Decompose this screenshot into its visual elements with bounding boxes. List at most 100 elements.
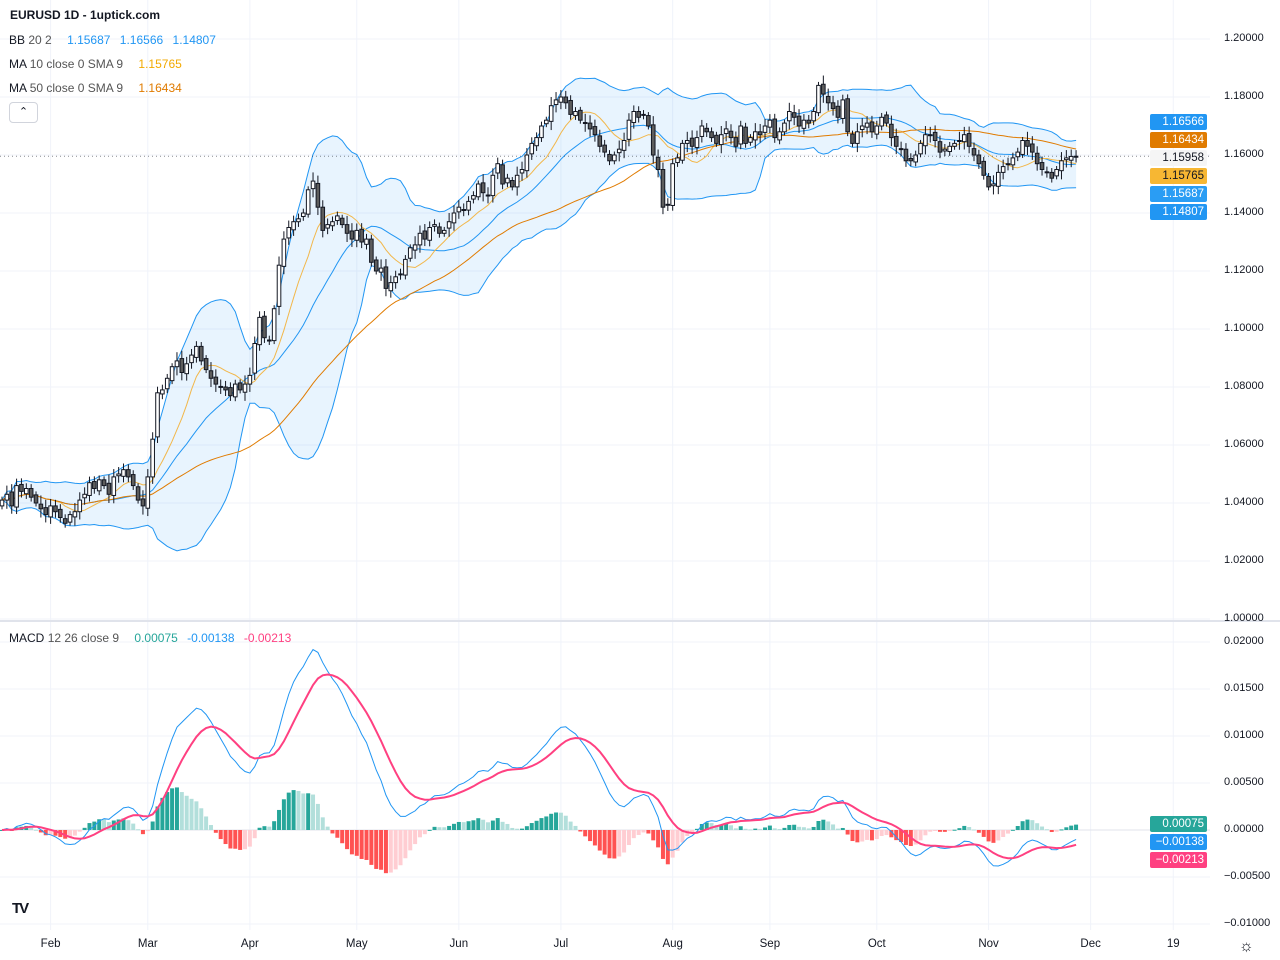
candle-body [680, 142, 685, 161]
macd-axis-label: 0.01500 [1224, 682, 1264, 694]
candle [301, 208, 306, 221]
candle [1005, 157, 1011, 171]
legend-bb[interactable]: BB 20 2 1.15687 1.16566 1.14807 [9, 33, 216, 47]
candle [4, 485, 10, 509]
candle-body [213, 376, 219, 385]
candle-body [24, 488, 29, 495]
macd-histogram-bar [204, 816, 209, 830]
candle [689, 130, 695, 155]
macd-histogram-bar [554, 812, 559, 830]
macd-histogram-bar [1015, 826, 1020, 830]
legend-macd[interactable]: MACD 12 26 close 9 0.00075 -0.00138 -0.0… [9, 631, 291, 645]
candle-body [1054, 169, 1059, 177]
price-tag: 1.15687 [1150, 186, 1207, 202]
macd-histogram-bar [184, 795, 189, 830]
ma50-line [1, 128, 1077, 506]
macd-histogram-bar [583, 830, 588, 837]
candle [0, 496, 5, 510]
candle [417, 225, 423, 253]
candle [855, 123, 860, 153]
candle-body [48, 505, 53, 518]
candle-body [480, 182, 486, 194]
legend-ma50[interactable]: MA 50 close 0 SMA 9 1.16434 [9, 81, 182, 95]
candle-body [602, 144, 607, 153]
candle-body [242, 383, 248, 393]
candle-body [777, 131, 782, 141]
candle [466, 196, 471, 216]
candle-body [432, 224, 437, 227]
candle-body [524, 154, 530, 172]
candle [840, 94, 846, 124]
candle [510, 177, 515, 191]
tradingview-logo[interactable]: TV [12, 900, 29, 917]
candle [305, 186, 311, 218]
candle [330, 216, 335, 231]
time-axis-label: Apr [240, 938, 259, 950]
chevron-up-icon: ⌃ [18, 106, 29, 118]
candle-body [937, 141, 943, 153]
macd-histogram-bar [515, 828, 520, 830]
macd-histogram-bar [835, 828, 840, 830]
candle-body [4, 493, 10, 501]
price-tag: 1.14807 [1150, 204, 1207, 220]
candle-body [101, 479, 107, 487]
candle [179, 350, 185, 381]
candle-body [310, 180, 316, 190]
candle-body [145, 476, 151, 509]
candle-body [62, 518, 68, 524]
macd-tag: 0.00075 [1150, 816, 1207, 832]
macd-histogram-bar [699, 823, 704, 830]
macd-histogram-bar [413, 830, 418, 845]
macd-histogram-bar [680, 830, 685, 843]
candle [194, 341, 199, 363]
candle [947, 141, 953, 156]
macd-axis-label: −0.01000 [1224, 917, 1271, 929]
candle [87, 476, 92, 502]
candle-body [971, 148, 977, 156]
macd-histogram-bar [228, 830, 233, 849]
candle [675, 153, 680, 167]
candle [480, 174, 486, 202]
time-axis-label: Dec [1080, 938, 1101, 950]
macd-histogram-bar [529, 823, 534, 830]
collapse-legend-button[interactable]: ⌃ [9, 102, 38, 123]
legend-ma10-label: MA [9, 57, 27, 71]
macd-histogram-bar [476, 818, 481, 830]
candle-body [393, 276, 398, 284]
candle-body [471, 195, 476, 200]
candle-body [0, 499, 5, 507]
macd-histogram-bar [38, 830, 43, 833]
price-axis-label: 1.12000 [1224, 264, 1264, 276]
candle-body [38, 503, 44, 510]
legend-bb-label: BB [9, 33, 26, 47]
macd-histogram-bar [539, 818, 544, 830]
candle-body [349, 230, 355, 240]
macd-histogram-bar [942, 830, 947, 832]
candle-body [398, 273, 403, 276]
price-axis-label: 1.04000 [1224, 496, 1264, 508]
macd-histogram-bar [748, 829, 753, 831]
candle-body [291, 221, 296, 231]
candle-body [208, 370, 214, 379]
macd-histogram-bar [738, 826, 743, 830]
candle-body [718, 134, 724, 146]
macd-histogram-bar [199, 808, 204, 830]
macd-histogram-bar [131, 823, 136, 830]
macd-histogram-bar [588, 830, 593, 842]
macd-histogram-bar [996, 830, 1001, 841]
candle [864, 116, 870, 135]
macd-histogram-bar [257, 827, 262, 830]
macd-histogram-bar [354, 830, 359, 856]
macd-histogram-bar [865, 830, 870, 840]
candle-body [791, 112, 797, 118]
gear-icon[interactable]: ☼ [1239, 938, 1254, 955]
macd-histogram-bar [665, 830, 670, 865]
legend-ma10[interactable]: MA 10 close 0 SMA 9 1.15765 [9, 57, 182, 71]
macd-histogram-bar [34, 829, 39, 831]
candle [514, 166, 520, 196]
candle-body [592, 126, 598, 136]
macd-histogram-bar [743, 828, 748, 830]
candle [602, 139, 607, 158]
macd-histogram-bar [106, 822, 111, 830]
